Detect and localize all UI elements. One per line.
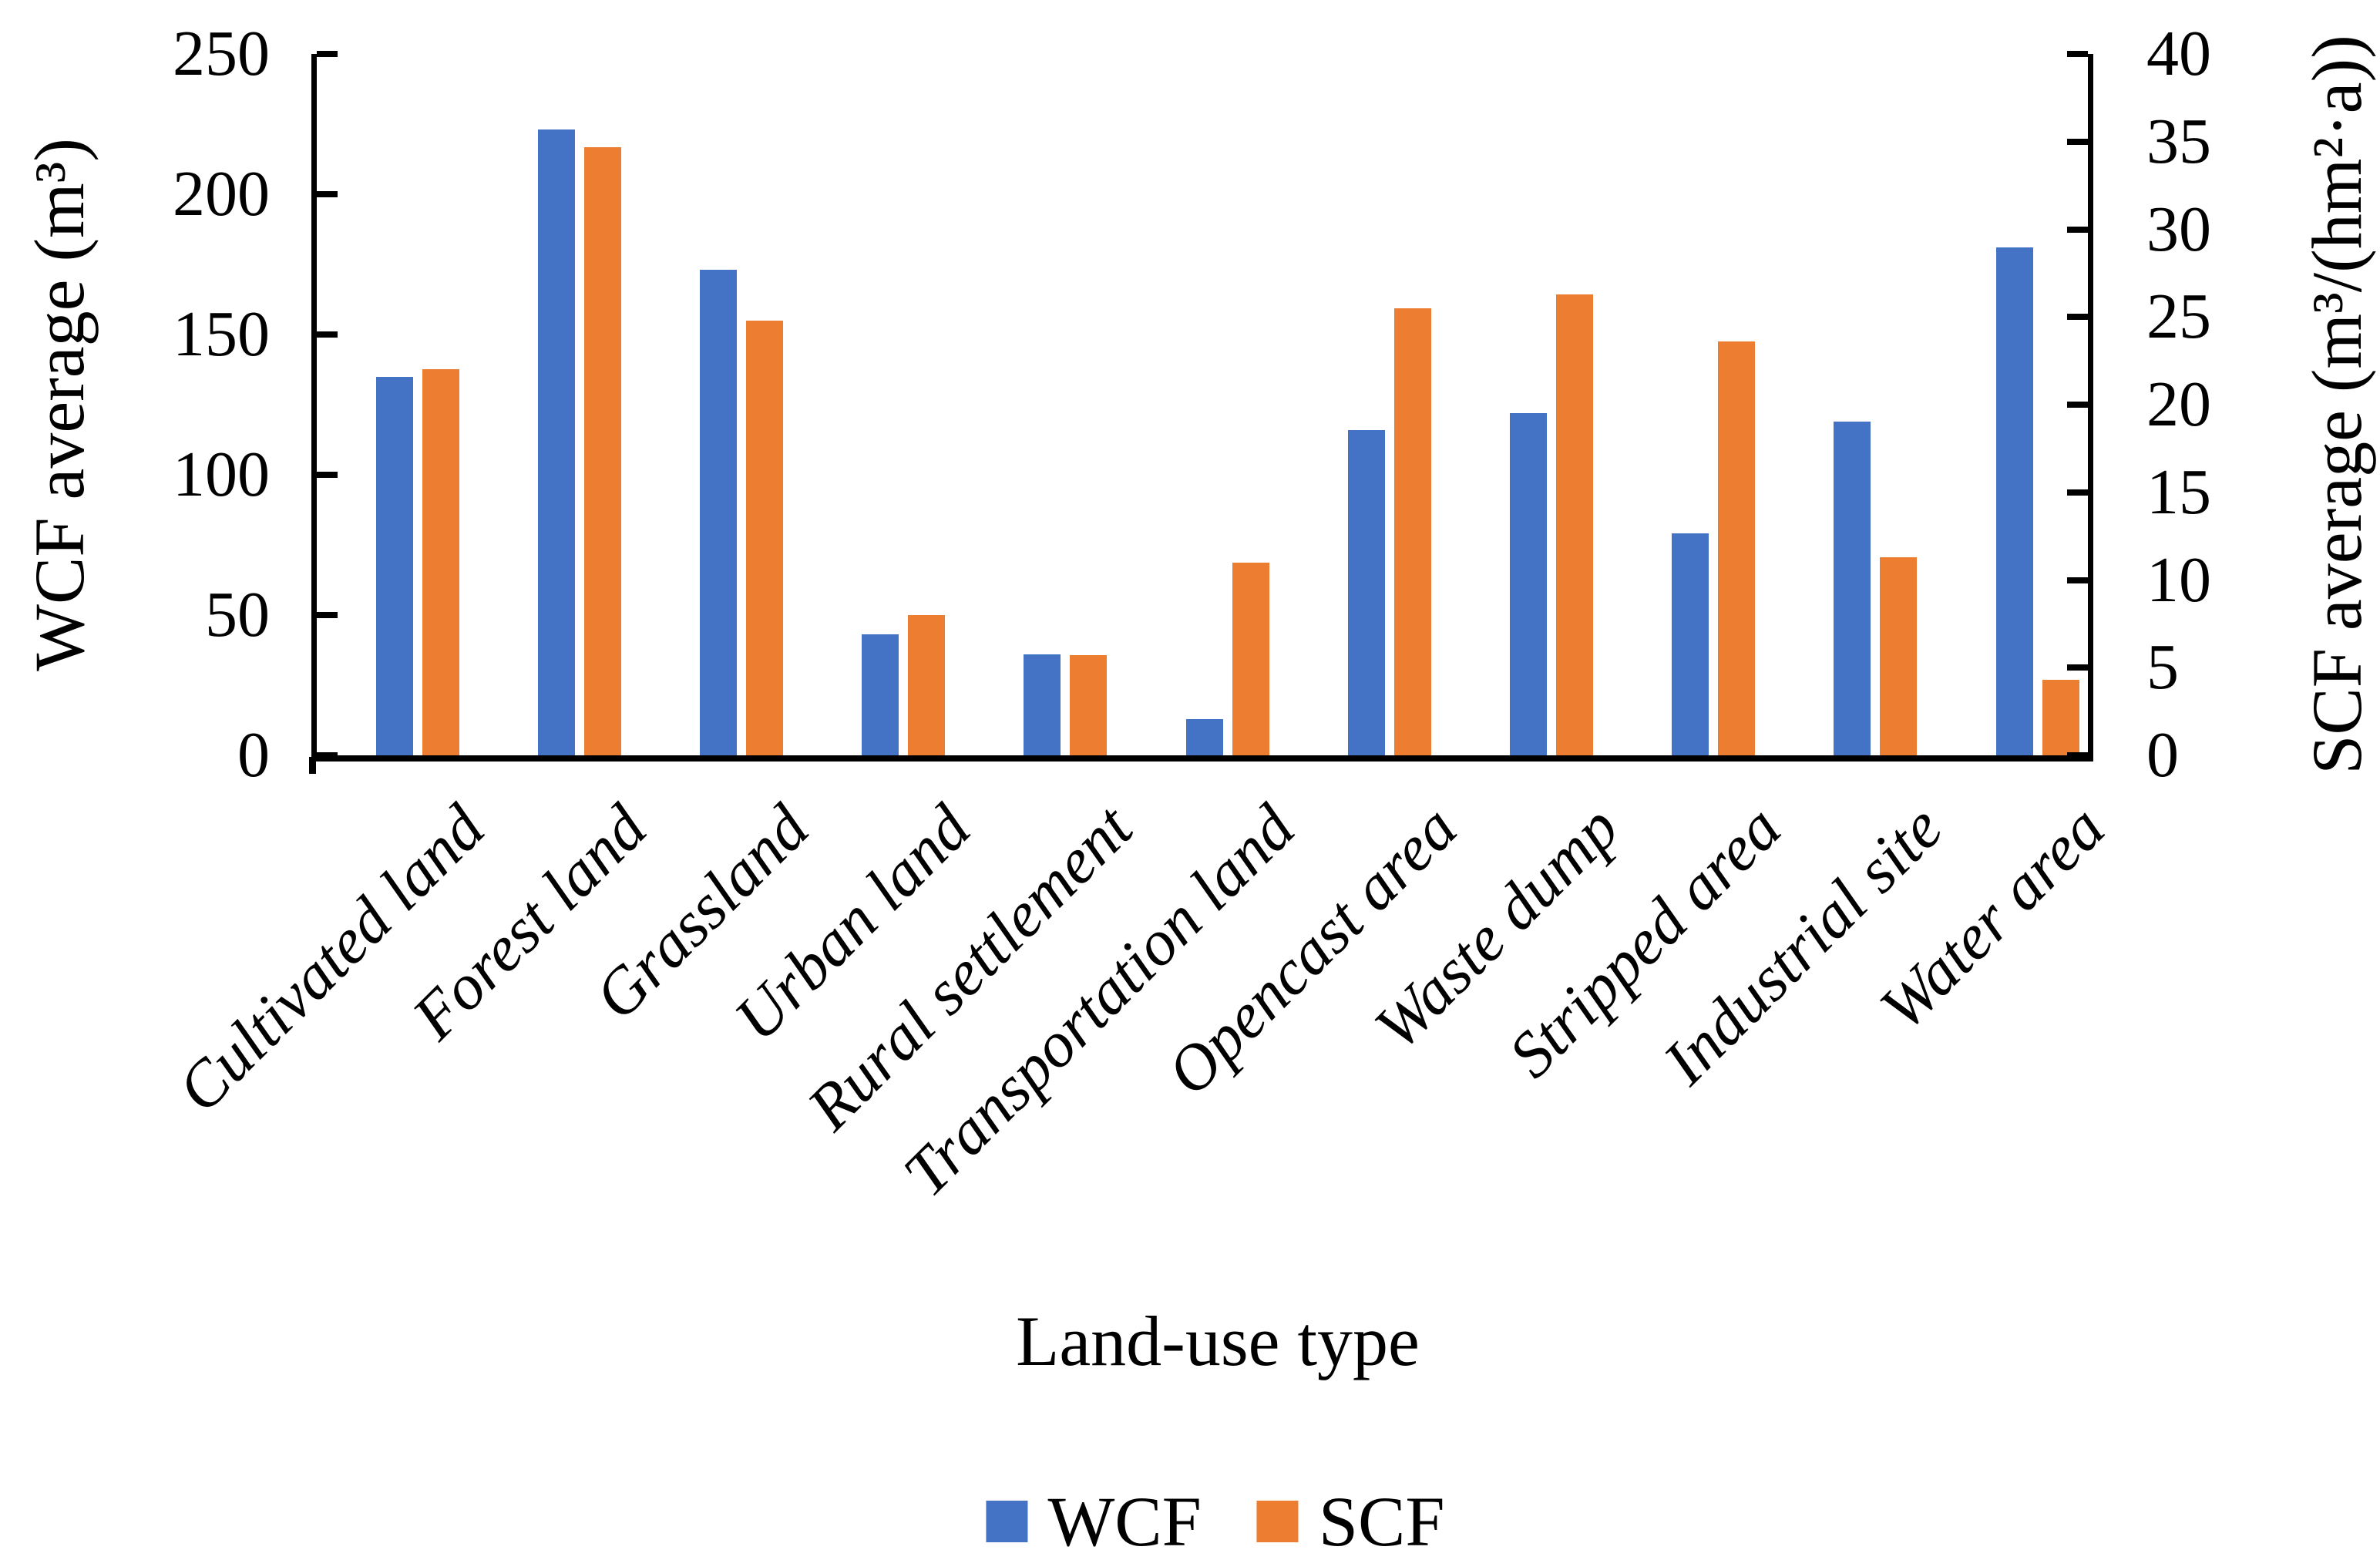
bar-wcf-waste-dump — [1509, 413, 1547, 755]
right-axis-tick-label: 40 — [2146, 18, 2211, 89]
left-axis-tick — [317, 51, 338, 57]
right-axis-tick-label: 25 — [2146, 281, 2211, 353]
bar-wcf-grassland — [699, 270, 737, 755]
x-axis-title: Land-use type — [1016, 1302, 1420, 1380]
wcf-legend-label: WCF — [1047, 1482, 1202, 1560]
legend-item-wcf: WCF — [986, 1482, 1202, 1560]
bar-wcf-stripped-area — [1672, 533, 1709, 755]
bar-wcf-urban-land — [862, 634, 899, 755]
right-axis-tick-label: 5 — [2146, 631, 2179, 704]
right-axis-tick — [2067, 489, 2088, 496]
bar-wcf-water-area — [1995, 247, 2033, 755]
x-axis-origin-tick — [309, 757, 316, 774]
legend-item-scf: SCF — [1256, 1482, 1445, 1560]
bar-scf-water-area — [2042, 680, 2079, 755]
right-axis-tick — [2067, 577, 2088, 583]
bar-scf-cultivated-land — [422, 369, 459, 755]
right-y-axis-title: SCF average (m³/(hm²·a)) — [2298, 35, 2376, 775]
right-axis-tick — [2067, 402, 2088, 408]
bar-wcf-forest-land — [537, 129, 575, 755]
bar-wcf-cultivated-land — [375, 377, 413, 755]
right-axis-tick-label: 10 — [2146, 543, 2211, 616]
right-axis-tick-label: 0 — [2146, 719, 2179, 791]
right-axis-tick — [2067, 752, 2088, 758]
left-axis-tick-label: 0 — [237, 719, 270, 791]
left-axis-tick-label: 150 — [173, 298, 270, 370]
right-axis-tick-label: 20 — [2146, 368, 2211, 440]
bar-wcf-industrial-site — [1834, 422, 1871, 755]
scf-legend-swatch — [1256, 1501, 1299, 1542]
bar-scf-grassland — [745, 321, 783, 755]
left-axis-tick — [317, 331, 338, 338]
left-axis-tick-label: 200 — [173, 158, 270, 230]
bar-wcf-transportation-land — [1185, 719, 1223, 755]
left-axis-tick — [317, 612, 338, 618]
bar-scf-industrial-site — [1880, 557, 1918, 755]
bar-scf-stripped-area — [1718, 341, 1756, 755]
right-axis-tick — [2067, 51, 2088, 57]
bar-wcf-opencast-area — [1347, 430, 1385, 755]
right-axis-tick-label: 30 — [2146, 193, 2211, 265]
left-axis-tick-label: 50 — [205, 579, 270, 651]
plot-area — [311, 51, 2093, 762]
left-axis-tick — [317, 752, 338, 758]
legend: WCF SCF — [986, 1482, 1445, 1560]
right-axis-tick — [2067, 314, 2088, 321]
right-axis-tick-label: 15 — [2146, 456, 2211, 528]
bar-scf-opencast-area — [1393, 308, 1431, 755]
bar-scf-forest-land — [583, 147, 621, 755]
wcf-legend-swatch — [986, 1501, 1028, 1542]
right-axis-tick-label: 35 — [2146, 105, 2211, 177]
scf-legend-label: SCF — [1318, 1482, 1445, 1560]
right-axis-tick — [2067, 226, 2088, 233]
right-axis-tick — [2067, 138, 2088, 145]
bar-scf-waste-dump — [1555, 294, 1593, 755]
bar-wcf-rural-settlement — [1024, 654, 1061, 755]
bar-scf-transportation-land — [1232, 563, 1269, 755]
left-axis-tick-label: 100 — [173, 439, 270, 510]
right-axis-tick — [2067, 664, 2088, 671]
left-axis-tick — [317, 191, 338, 197]
bar-scf-urban-land — [908, 615, 946, 755]
bar-scf-rural-settlement — [1070, 655, 1108, 755]
left-axis-tick — [317, 472, 338, 478]
left-axis-tick-label: 250 — [173, 18, 270, 89]
